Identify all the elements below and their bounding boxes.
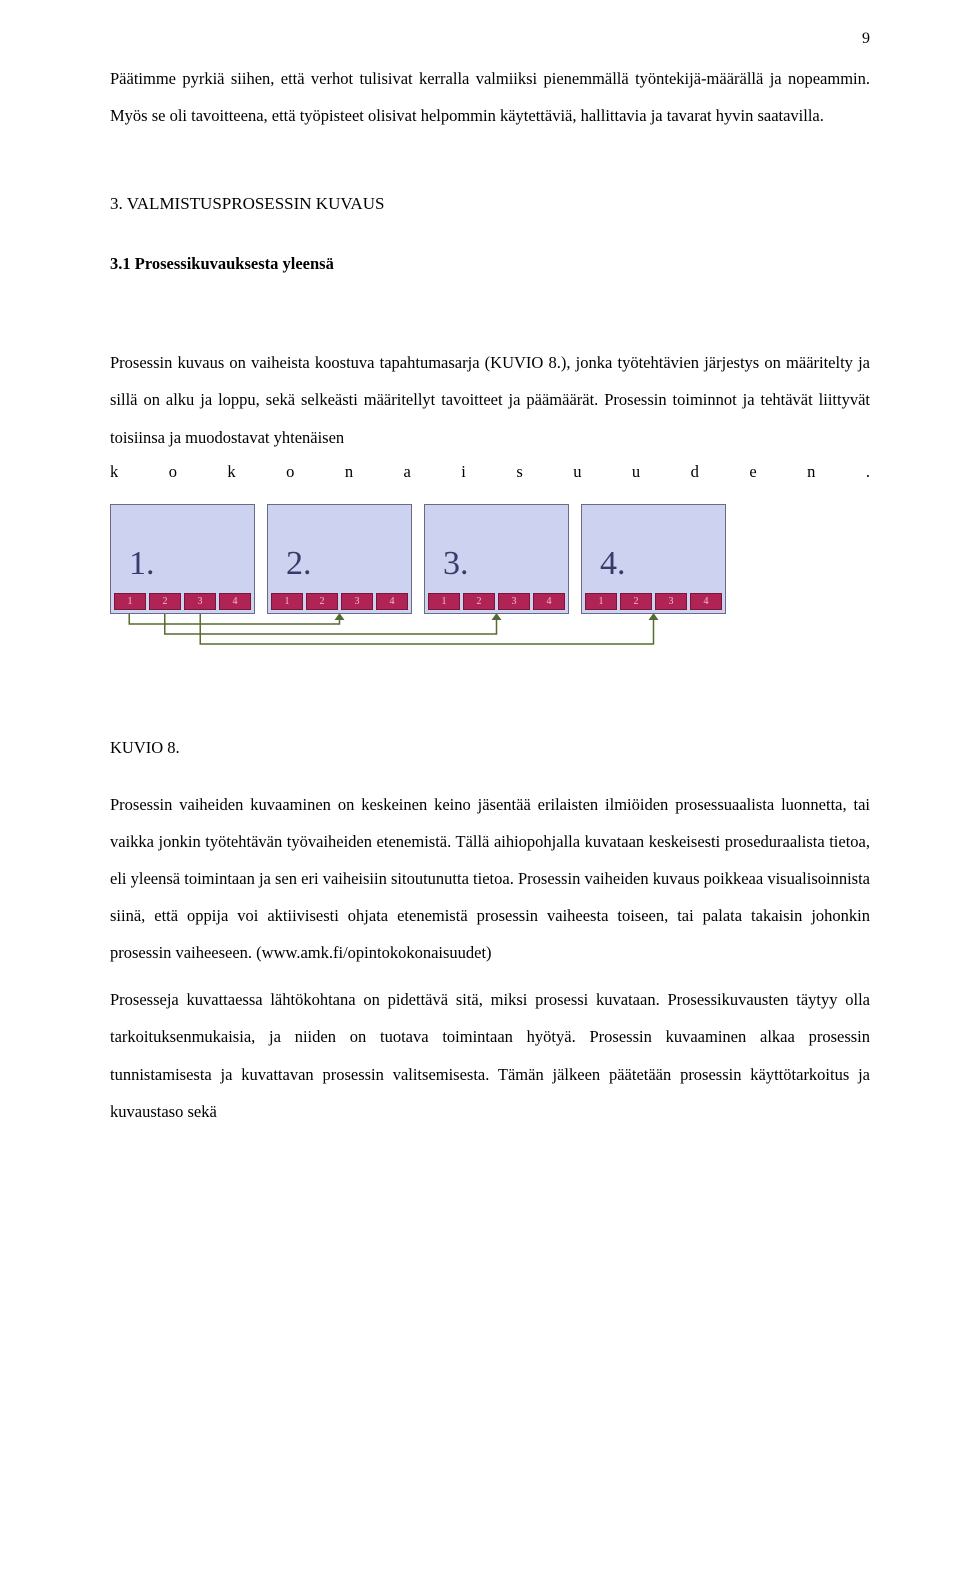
mini-row: 1234 (428, 593, 565, 610)
connector-lines (110, 614, 730, 658)
page-number: 9 (862, 30, 870, 48)
process-diagram: 1.12342.12343.12344.1234 (110, 504, 730, 658)
spaced-char: . (866, 462, 870, 482)
mini-step: 2 (149, 593, 181, 610)
stage-number: 3. (443, 545, 469, 583)
mini-row: 1234 (114, 593, 251, 610)
heading-section-3: 3. VALMISTUSPROSESSIN KUVAUS (110, 194, 870, 214)
spaced-word-line: k o k o n a i s u u d e n. (110, 462, 870, 482)
mini-step: 3 (655, 593, 687, 610)
spaced-char: o (286, 462, 294, 482)
diagram-connectors (110, 614, 730, 658)
spaced-char: s (516, 462, 522, 482)
spaced-char: e (749, 462, 756, 482)
figure-label: KUVIO 8. (110, 738, 870, 758)
spaced-char: n (345, 462, 353, 482)
spaced-char: u (573, 462, 581, 482)
spaced-char: n (807, 462, 815, 482)
spaced-char: k (227, 462, 235, 482)
mini-step: 2 (620, 593, 652, 610)
spaced-char: k (110, 462, 118, 482)
mini-step: 3 (341, 593, 373, 610)
paragraph-3: Prosessin vaiheiden kuvaaminen on keskei… (110, 786, 870, 972)
stage-number: 2. (286, 545, 312, 583)
spaced-char: d (691, 462, 699, 482)
stage-number: 1. (129, 545, 155, 583)
mini-step: 4 (690, 593, 722, 610)
mini-step: 4 (219, 593, 251, 610)
spaced-char: a (404, 462, 411, 482)
paragraph-2: Prosessin kuvaus on vaiheista koostuva t… (110, 344, 870, 455)
spaced-char: u (632, 462, 640, 482)
stage-box: 2. 1234 (267, 504, 412, 614)
mini-row: 1234 (585, 593, 722, 610)
diagram-boxes-row: 1.12342.12343.12344.1234 (110, 504, 730, 614)
mini-step: 3 (184, 593, 216, 610)
paragraph-1: Päätimme pyrkiä siihen, että verhot tuli… (110, 60, 870, 134)
stage-box: 3. 1234 (424, 504, 569, 614)
mini-step: 1 (271, 593, 303, 610)
mini-step: 3 (498, 593, 530, 610)
spaced-char: o (169, 462, 177, 482)
mini-step: 4 (533, 593, 565, 610)
stage-box: 4. 1234 (581, 504, 726, 614)
stage-box: 1. 1234 (110, 504, 255, 614)
mini-step: 4 (376, 593, 408, 610)
mini-step: 2 (306, 593, 338, 610)
mini-row: 1234 (271, 593, 408, 610)
mini-step: 1 (585, 593, 617, 610)
mini-step: 2 (463, 593, 495, 610)
document-page: 9 Päätimme pyrkiä siihen, että verhot tu… (0, 0, 960, 1200)
spaced-char: i (461, 462, 466, 482)
mini-step: 1 (114, 593, 146, 610)
heading-section-3-1: 3.1 Prosessikuvauksesta yleensä (110, 254, 870, 274)
paragraph-4: Prosesseja kuvattaessa lähtökohtana on p… (110, 981, 870, 1130)
stage-number: 4. (600, 545, 626, 583)
mini-step: 1 (428, 593, 460, 610)
